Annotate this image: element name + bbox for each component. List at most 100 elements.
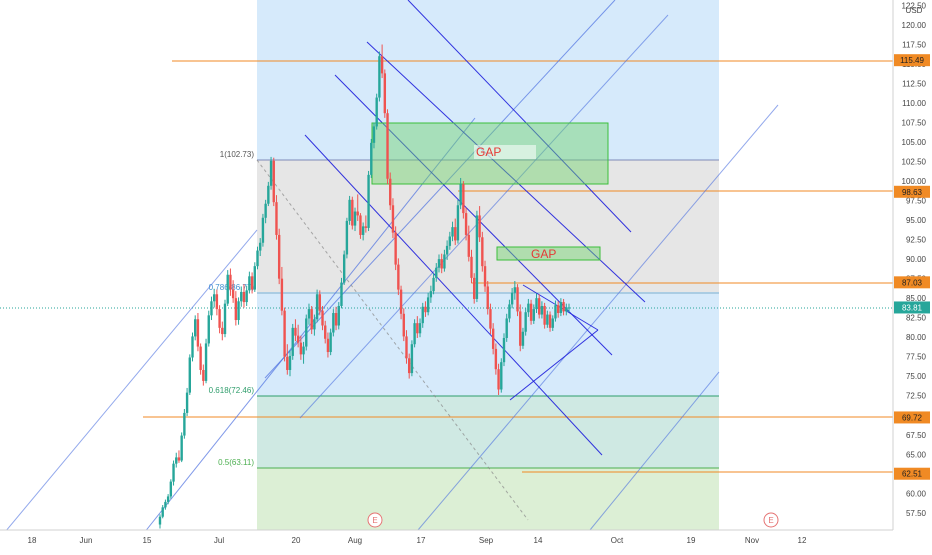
candle [334, 306, 338, 331]
candle [375, 93, 378, 130]
candle [475, 210, 479, 303]
candle [410, 340, 414, 377]
candle [321, 305, 324, 331]
candle [472, 273, 476, 304]
candle [370, 138, 373, 178]
candle [413, 319, 416, 348]
candle [386, 109, 389, 185]
candle [196, 313, 200, 352]
candle [407, 353, 411, 379]
candle [478, 206, 481, 242]
candle [264, 199, 267, 224]
earnings-marker-aug-label: E [372, 516, 377, 525]
candle [180, 432, 183, 463]
price-tick-label: 82.50 [906, 314, 927, 323]
candle [481, 231, 484, 272]
candle [516, 284, 519, 317]
candle [199, 343, 202, 375]
time-tick-label: 17 [417, 536, 426, 545]
candle [234, 291, 238, 326]
candle [329, 328, 332, 356]
candle [212, 288, 216, 308]
candle [426, 292, 430, 316]
price-tick-label: 117.50 [902, 40, 926, 49]
candle [567, 303, 571, 313]
candle [459, 177, 462, 210]
fib-zone-bottom [257, 468, 719, 530]
price-tick-label: 102.50 [902, 158, 927, 167]
candle [483, 260, 487, 292]
candle [556, 301, 560, 318]
candle [551, 315, 554, 331]
candle [326, 332, 330, 358]
candle [416, 316, 419, 338]
candle [307, 303, 311, 325]
candle [288, 350, 292, 377]
candles [158, 44, 571, 529]
price-tick-label: 110.00 [902, 99, 926, 108]
candle [280, 266, 284, 316]
candle [513, 281, 517, 300]
candle [399, 285, 403, 320]
time-tick-label: Nov [745, 536, 759, 545]
candle [218, 305, 221, 334]
candle [229, 268, 232, 296]
candle [324, 320, 327, 344]
time-tick-label: 20 [292, 536, 301, 545]
candle [296, 324, 300, 348]
candle [261, 213, 265, 247]
candle [345, 217, 349, 259]
fib-zone-upper [257, 160, 719, 294]
candle [402, 308, 405, 342]
candle [394, 226, 397, 271]
candle [240, 286, 243, 307]
candle [443, 249, 446, 272]
price-level-tag: 69.72 [894, 411, 930, 424]
candle [418, 318, 422, 338]
candle [172, 460, 175, 486]
gap-box-lower [496, 246, 601, 261]
price-tick-label: 112.50 [902, 80, 926, 89]
candle [177, 450, 181, 463]
time-tick-label: Jun [80, 536, 93, 545]
candle [448, 231, 452, 250]
candle [253, 262, 257, 292]
candle [554, 300, 557, 322]
price-level-tags: 115.49 98.63 87.03 83.81 69.72 62.51 [894, 54, 930, 480]
time-tick-label: 14 [534, 536, 543, 545]
candle [188, 354, 191, 395]
candle [421, 302, 424, 328]
time-tick-label: Sep [479, 536, 494, 545]
price-level-tag-label: 83.81 [902, 303, 923, 312]
candle [202, 364, 205, 386]
candle [164, 499, 167, 510]
candle [527, 298, 530, 317]
time-axis[interactable] [0, 530, 893, 550]
candle [359, 213, 362, 239]
candle [286, 344, 289, 375]
earnings-marker-nov[interactable] [763, 512, 779, 528]
candle [204, 338, 208, 384]
candle [521, 327, 525, 349]
price-tick-label: 120.00 [902, 21, 927, 30]
candle [367, 170, 370, 232]
candle [378, 51, 381, 102]
gap-label-lower: GAP [531, 247, 556, 261]
price-level-tag-label: 98.63 [902, 188, 923, 197]
price-tick-label: 72.50 [906, 392, 927, 401]
price-axis[interactable] [893, 0, 932, 550]
candle [424, 301, 427, 317]
time-tick-label: 12 [798, 536, 807, 545]
candle [456, 199, 460, 244]
candle [565, 303, 568, 316]
candle [231, 280, 235, 303]
price-level-tag-label: 69.72 [902, 413, 923, 422]
time-tick-label: 15 [143, 536, 152, 545]
candle [538, 294, 541, 319]
candle [294, 319, 297, 342]
candle [353, 207, 357, 232]
time-tick-label: Jul [214, 536, 224, 545]
earnings-marker-aug[interactable] [367, 512, 383, 528]
